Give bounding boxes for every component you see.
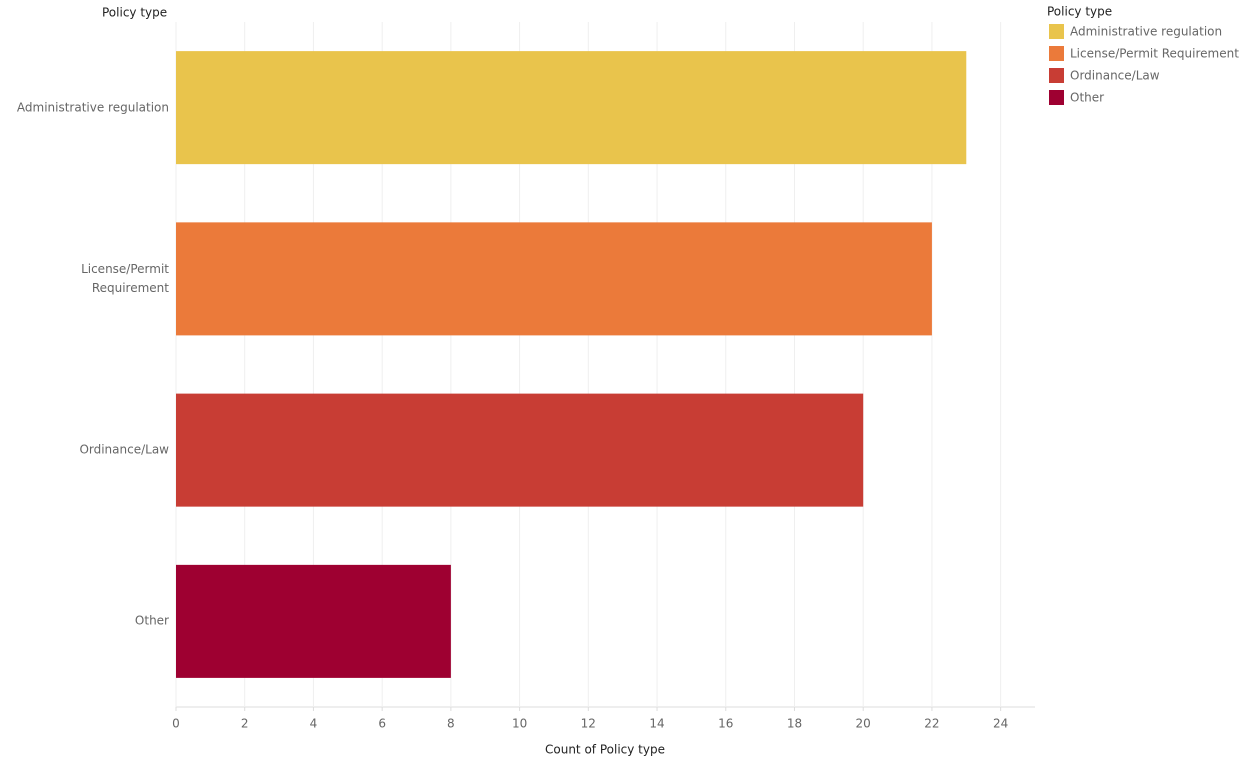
x-tick-label: 24 [993, 717, 1008, 731]
x-tick-label: 10 [512, 717, 527, 731]
x-tick-label: 12 [581, 717, 596, 731]
x-tick-label: 2 [241, 717, 249, 731]
legend-swatch [1049, 90, 1064, 105]
legend-label: Ordinance/Law [1070, 69, 1160, 83]
y-axis-title: Policy type [102, 6, 167, 20]
x-tick-label: 4 [310, 717, 318, 731]
x-tick-label: 0 [172, 717, 180, 731]
x-tick-label: 8 [447, 717, 455, 731]
y-tick-label: License/Permit Requirement [81, 261, 169, 295]
legend-title: Policy type [1047, 5, 1112, 19]
legend-swatch [1049, 24, 1064, 39]
legend-label: License/Permit Requirement [1070, 47, 1239, 61]
y-tick-label: Administrative regulation [16, 100, 169, 115]
x-tick-label: 6 [378, 717, 386, 731]
x-tick-label: 16 [718, 717, 733, 731]
bar [176, 393, 864, 507]
bar [176, 51, 967, 165]
x-tick-label: 20 [856, 717, 871, 731]
bar [176, 564, 451, 678]
x-tick-label: 22 [924, 717, 939, 731]
legend-swatch [1049, 68, 1064, 83]
legend-label: Other [1070, 91, 1104, 105]
x-tick-label: 18 [787, 717, 802, 731]
y-tick-label: Ordinance/Law [79, 442, 169, 457]
legend-swatch [1049, 46, 1064, 61]
bar [176, 222, 932, 336]
y-tick-label: Other [134, 613, 169, 628]
x-axis-title: Count of Policy type [545, 743, 665, 757]
legend-label: Administrative regulation [1070, 25, 1222, 39]
x-tick-label: 14 [649, 717, 664, 731]
